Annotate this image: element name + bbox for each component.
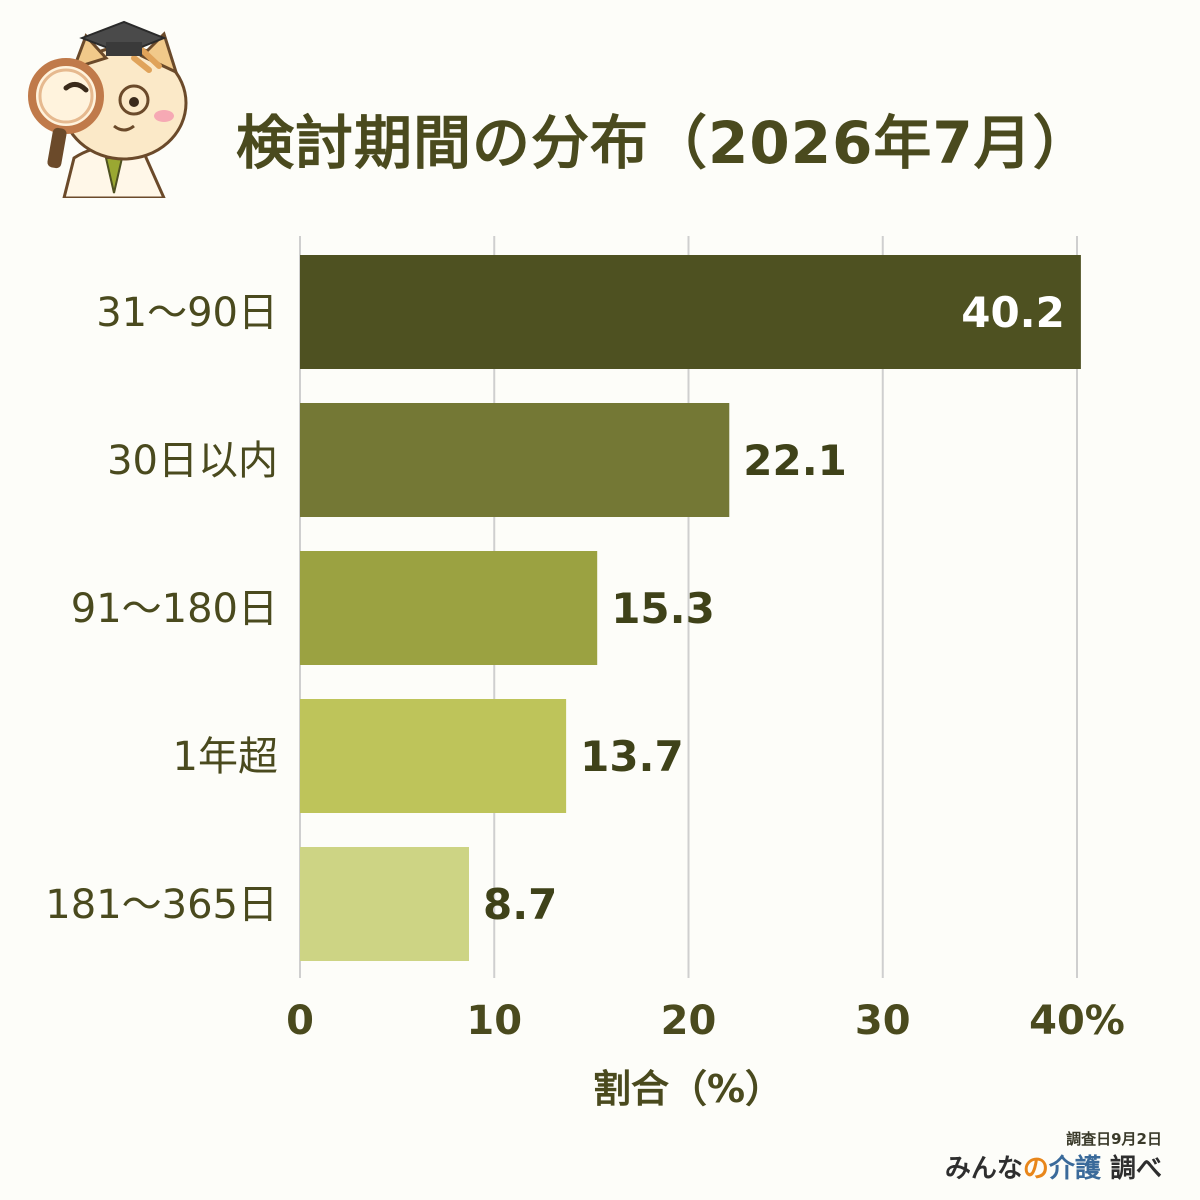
category-label: 181〜365日: [45, 882, 278, 928]
bar: [300, 551, 598, 665]
x-axis-title: 割合（%）: [593, 1067, 783, 1111]
mascot-cat-detective-icon: [28, 20, 188, 198]
brand-suffix: 調べ: [1109, 1154, 1162, 1184]
data-label: 13.7: [580, 732, 684, 781]
x-tick-label: 40%: [1029, 998, 1125, 1044]
bar: [300, 403, 730, 517]
category-label: 30日以内: [107, 438, 278, 484]
bar: [300, 699, 567, 813]
bar-layer: [300, 255, 1081, 961]
x-tick-label: 30: [855, 998, 911, 1044]
survey-date: 調査日9月2日: [1066, 1130, 1162, 1148]
bar: [300, 847, 469, 961]
category-label: 31〜90日: [96, 290, 278, 336]
data-label: 40.2: [961, 288, 1065, 337]
bar: [300, 255, 1081, 369]
category-label: 91〜180日: [71, 586, 278, 632]
data-label: 8.7: [483, 880, 557, 929]
chart-title: 検討期間の分布（2026年7月）: [236, 109, 1092, 177]
brand-prefix: みんな: [944, 1154, 1023, 1184]
brand-care: 介護: [1048, 1154, 1101, 1184]
x-tick-label: 0: [286, 998, 314, 1044]
brand-credit: みんなの介護 調べ: [945, 1148, 1162, 1185]
category-label: 1年超: [173, 734, 278, 780]
x-tick-label: 10: [466, 998, 522, 1044]
x-tick-label: 20: [661, 998, 717, 1044]
label-layer: 0 10 20 30 40% 31〜90日 40.2 30日以内 22.1 91〜180日 15.3…: [45, 288, 1125, 1044]
brand-no: の: [1022, 1154, 1049, 1184]
data-label: 15.3: [611, 584, 715, 633]
data-label: 22.1: [743, 436, 847, 485]
